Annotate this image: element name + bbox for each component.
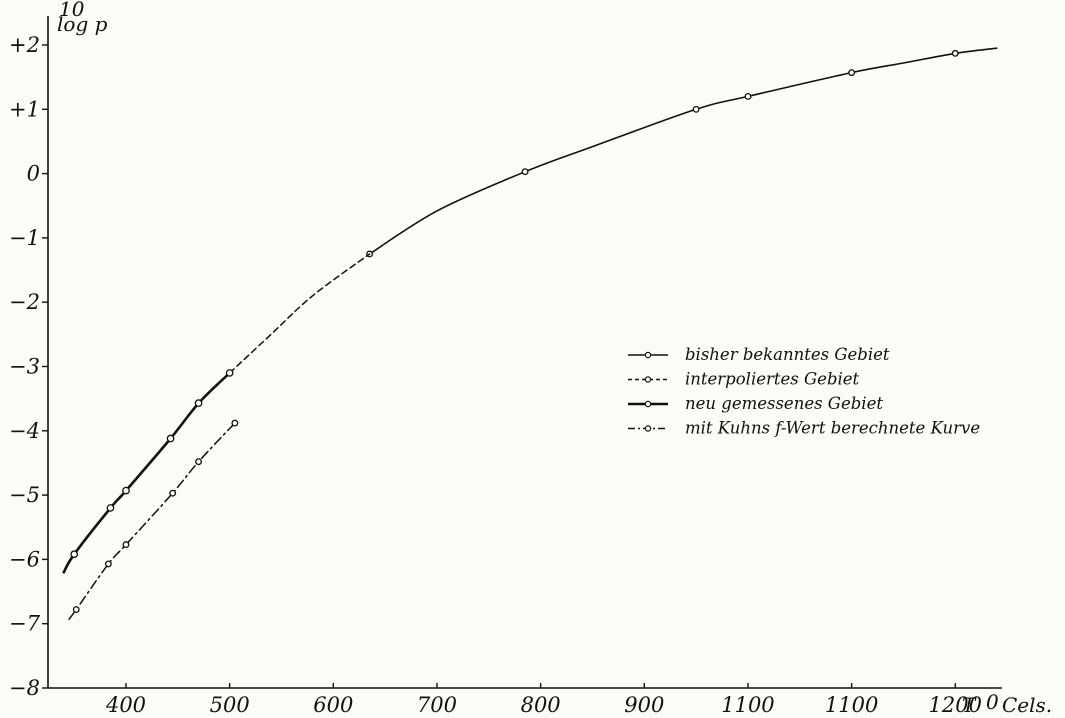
x-tick-label: 600 [313, 693, 353, 717]
x-tick-label: 1100 [825, 693, 878, 717]
y-tick-label: 0 [27, 162, 40, 186]
data-point [951, 49, 959, 57]
data-point [195, 458, 203, 466]
data-point [692, 105, 700, 113]
x-axis-title-symbol: T [962, 693, 977, 717]
data-point [104, 560, 112, 568]
legend-label: neu gemessenes Gebiet [685, 394, 883, 413]
y-tick-label: +1 [9, 97, 40, 121]
data-point [122, 541, 130, 549]
legend-marker [644, 351, 652, 359]
x-ticks: 400 500 600 700 800 900 1100 1100 1200 [105, 683, 982, 717]
legend-marker [644, 425, 652, 432]
x-tick-label: 500 [210, 693, 250, 717]
data-point [848, 69, 856, 77]
data-point [194, 399, 203, 408]
y-tick-label: −6 [9, 547, 40, 571]
data-point [122, 486, 130, 495]
series-layer [62, 47, 998, 620]
series-line [368, 47, 998, 255]
y-tick-label: +2 [9, 33, 40, 57]
data-point [225, 369, 234, 377]
data-point [521, 168, 529, 176]
x-axis-title-degree: 0 [986, 690, 999, 714]
axes [47, 16, 1002, 689]
y-tick-label: −3 [9, 355, 40, 379]
x-axis-title-unit: Cels. [1002, 693, 1052, 717]
x-tick-label: 1200 [929, 693, 982, 717]
legend-label: interpoliertes Gebiet [685, 370, 860, 389]
data-point [72, 606, 80, 614]
legend-label: mit Kuhns f-Wert berechnete Kurve [685, 419, 980, 438]
y-ticks: +2 +1 0 −1 −2 −3 −4 −5 −6 −7 −8 [9, 33, 48, 700]
x-tick-label: 800 [521, 693, 561, 717]
x-axis-title: T 0 Cels. [962, 690, 1052, 717]
y-axis-title-superscript: 10 [59, 0, 85, 21]
legend-marker [644, 400, 652, 408]
x-tick-label: 1100 [721, 693, 774, 717]
data-point [106, 504, 115, 512]
x-tick-label: 400 [105, 693, 146, 717]
y-tick-label: −5 [9, 483, 40, 507]
x-tick-label: 900 [624, 693, 664, 717]
y-tick-label: −7 [9, 612, 41, 636]
y-axis-title-text: log p [57, 12, 108, 36]
legend-label: bisher bekanntes Gebiet [685, 345, 890, 364]
data-point [70, 550, 79, 559]
legend: bisher bekanntes Gebiet interpoliertes Ge… [628, 345, 980, 438]
series-line [62, 371, 231, 574]
y-axis-title: 10 log p [57, 0, 108, 36]
data-point [231, 419, 239, 427]
y-tick-label: −2 [9, 290, 40, 314]
data-point [744, 92, 752, 100]
data-point [166, 434, 175, 443]
x-tick-label: 700 [417, 693, 457, 717]
y-tick-label: −1 [9, 226, 40, 250]
y-tick-label: −4 [9, 419, 40, 443]
data-point [169, 489, 177, 497]
series-line [68, 422, 236, 620]
series-line [228, 253, 371, 374]
y-tick-label: −8 [9, 676, 40, 700]
legend-marker [644, 376, 652, 383]
